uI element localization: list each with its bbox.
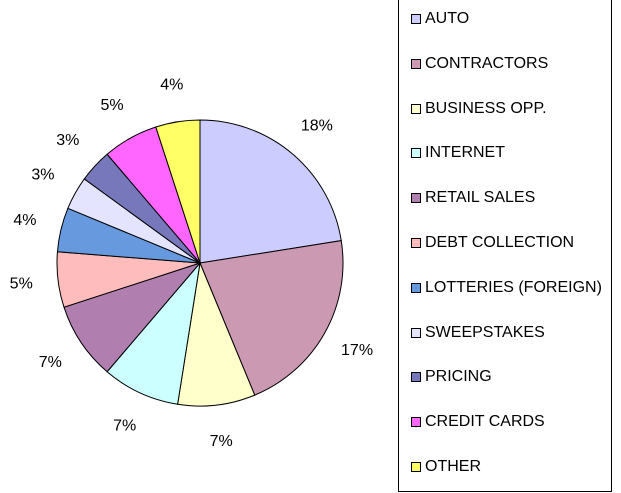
legend-label: AUTO: [425, 10, 470, 27]
data-label: 18%: [301, 117, 333, 134]
data-label: 4%: [13, 212, 36, 229]
pie-slice: [199, 240, 344, 396]
legend-label: CREDIT CARDS: [425, 413, 545, 431]
data-label: 5%: [100, 97, 123, 114]
legend-swatch: [411, 417, 421, 428]
legend-swatch: [411, 462, 421, 472]
legend-label: SWEEPSTAKES: [425, 323, 545, 341]
pie-slice: [155, 119, 201, 264]
legend-swatch: [411, 372, 421, 383]
legend-swatch: [411, 58, 421, 69]
legend-label: OTHER: [425, 458, 481, 475]
legend-label: PRICING: [425, 368, 492, 386]
legend-swatch: [411, 14, 421, 24]
legend-swatch: [411, 103, 421, 114]
legend-swatch: [411, 193, 421, 204]
legend-label: LOTTERIES (FOREIGN): [425, 278, 602, 296]
legend-label: RETAIL SALES: [425, 189, 536, 207]
data-label: 17%: [341, 342, 373, 359]
legend-swatch: [411, 327, 421, 338]
data-label: 7%: [210, 433, 233, 450]
legend: AUTO CONTRACTORS BUSINESS OPP. INTERNET RETA…: [398, 0, 612, 492]
legend-label: DEBT COLLECTION: [425, 234, 575, 251]
pie-slice: [199, 119, 342, 264]
legend-swatch: [411, 148, 421, 159]
legend-label: CONTRACTORS: [425, 54, 549, 72]
data-label: 3%: [31, 166, 54, 183]
data-label: 3%: [56, 132, 79, 149]
legend-swatch: [411, 282, 421, 293]
legend-label: BUSINESS OPP.: [425, 99, 547, 117]
data-label: 7%: [39, 354, 62, 371]
legend-swatch: [411, 238, 421, 248]
legend-label: INTERNET: [425, 144, 505, 162]
data-label: 4%: [160, 76, 183, 93]
pie-chart: 18% 17% 7% 7% 7% 5% 4% 3%3% 5% 4%: [10, 76, 373, 450]
data-label: 7%: [113, 418, 136, 435]
data-label: 5%: [10, 275, 33, 292]
